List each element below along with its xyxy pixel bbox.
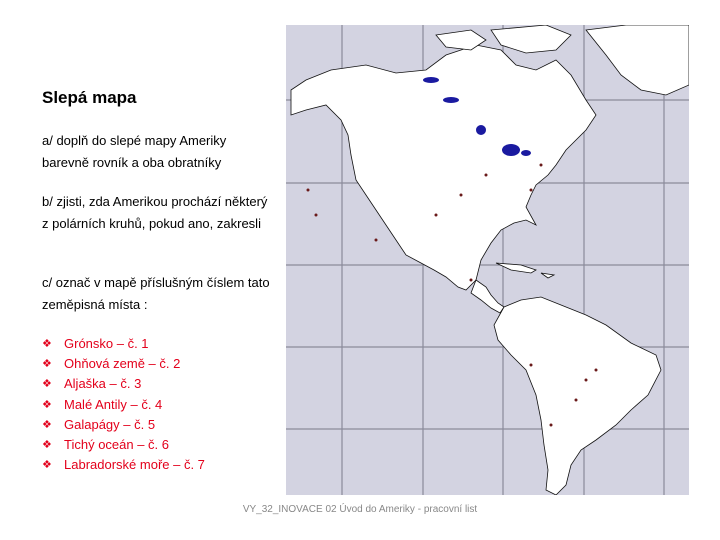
diamond-bullet-icon: ❖	[42, 439, 52, 452]
task-c: c/ označ v mapě příslušným číslem tato z…	[42, 275, 270, 312]
greenland	[585, 25, 689, 96]
south-america	[493, 296, 662, 495]
task-b: b/ zjisti, zda Amerikou prochází některý…	[42, 194, 268, 231]
north-america	[290, 44, 597, 291]
place-label: Galapágy – č. 5	[64, 416, 156, 432]
places-list: ❖ Grónsko – č. 1 ❖ Ohňová země – č. 2 ❖ Alj…	[42, 334, 205, 475]
diamond-bullet-icon: ❖	[42, 459, 52, 472]
diamond-bullet-icon: ❖	[42, 418, 52, 431]
diamond-bullet-icon: ❖	[42, 338, 52, 351]
list-item: ❖ Malé Antily – č. 4	[42, 395, 205, 415]
blank-map-americas	[286, 25, 689, 495]
place-label: Grónsko – č. 1	[64, 336, 149, 352]
list-item: ❖ Grónsko – č. 1	[42, 334, 205, 354]
list-item: ❖ Ohňová země – č. 2	[42, 354, 205, 374]
diamond-bullet-icon: ❖	[42, 378, 52, 391]
slide-title: Slepá mapa	[42, 88, 137, 107]
list-item: ❖ Aljaška – č. 3	[42, 374, 205, 394]
list-item: ❖ Galapágy – č. 5	[42, 415, 205, 435]
place-label: Aljaška – č. 3	[64, 376, 142, 392]
place-label: Labradorské moře – č. 7	[64, 457, 205, 473]
caribbean-islands	[495, 262, 556, 279]
city-dots	[306, 163, 598, 427]
arctic-islands	[435, 25, 572, 54]
slide-footer: VY_32_INOVACE 02 Úvod do Ameriky - praco…	[242, 504, 478, 515]
task-a: a/ doplň do slepé mapy Ameriky barevně r…	[42, 133, 227, 170]
place-label: Tichý oceán – č. 6	[64, 437, 170, 453]
landmasses	[290, 25, 689, 495]
place-label: Ohňová země – č. 2	[64, 356, 181, 372]
place-label: Malé Antily – č. 4	[64, 396, 163, 412]
diamond-bullet-icon: ❖	[42, 398, 52, 411]
lakes	[423, 77, 531, 156]
diamond-bullet-icon: ❖	[42, 358, 52, 371]
list-item: ❖ Labradorské moře – č. 7	[42, 455, 205, 475]
list-item: ❖ Tichý oceán – č. 6	[42, 435, 205, 455]
